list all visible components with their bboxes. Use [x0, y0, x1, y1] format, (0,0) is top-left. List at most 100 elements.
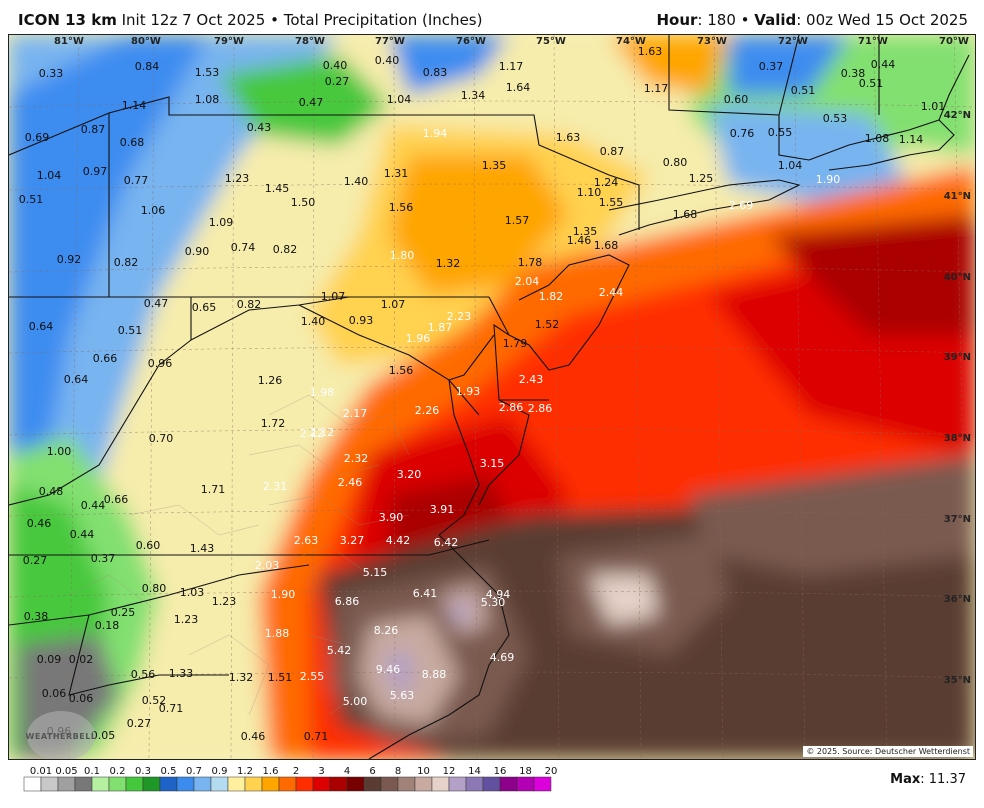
precip-value-label: 0.71	[159, 702, 184, 715]
precip-value-label: 1.35	[482, 159, 507, 172]
precip-value-label: 0.96	[148, 357, 173, 370]
precip-value-label: 1.40	[344, 175, 369, 188]
colorbar-swatch	[125, 776, 144, 792]
colorbar-tick-label: 14	[468, 766, 481, 777]
precip-value-label: 0.64	[64, 373, 89, 386]
precip-value-label: 1.96	[406, 332, 431, 345]
precip-value-label: 1.04	[778, 159, 803, 172]
colorbar-swatch	[533, 776, 552, 792]
colorbar-tick-label: 6	[369, 766, 375, 777]
precip-value-label: 0.27	[23, 554, 48, 567]
precip-value-label: 0.33	[39, 67, 64, 80]
map-canvas: 81°W 80°W 79°W 78°W 77°W 76°W 75°W 74°W 73°W 72°W…	[9, 35, 975, 759]
precip-value-label: 0.93	[349, 314, 374, 327]
precip-colorbar: 0.01 0.05 0.1 0.2 0.3 0.5 0.7 0.9 1.2 1.6 2 3 4 6 8 10 1…	[23, 766, 558, 792]
colorbar-swatch	[346, 776, 365, 792]
max-value: : 11.37	[920, 772, 966, 787]
colorbar-swatch	[499, 776, 518, 792]
precip-value-label: 1.07	[321, 290, 346, 303]
precip-value-label: 3.90	[379, 511, 404, 524]
latitude-label: 42°N	[944, 110, 971, 121]
colorbar-swatches	[23, 776, 552, 792]
precip-value-label: 0.60	[136, 539, 161, 552]
colorbar-swatch	[380, 776, 399, 792]
precip-value-label: 0.40	[375, 54, 400, 67]
colorbar-swatch	[516, 776, 535, 792]
precip-value-label: 6.42	[434, 536, 459, 549]
precip-value-label: 0.56	[131, 668, 156, 681]
colorbar-swatch	[329, 776, 348, 792]
colorbar-tick-label: 20	[545, 766, 558, 777]
precipitation-map[interactable]: 81°W 80°W 79°W 78°W 77°W 76°W 75°W 74°W 73°W 72°W…	[8, 34, 976, 760]
title-bullet: •	[270, 11, 279, 29]
colorbar-tick-label: 0.01	[30, 766, 52, 777]
precip-value-label: 1.56	[389, 201, 414, 214]
precip-value-label: 1.32	[436, 257, 461, 270]
precip-value-label: 1.06	[141, 204, 166, 217]
colorbar-tick-label: 0.2	[110, 766, 126, 777]
precip-value-label: 0.37	[91, 552, 116, 565]
colorbar-swatch	[244, 776, 263, 792]
precip-value-label: 2.04	[515, 275, 540, 288]
precip-value-label: 1.53	[195, 66, 220, 79]
precip-value-label: 2.63	[294, 534, 319, 547]
precip-value-label: 2.69	[729, 199, 754, 212]
precip-value-label: 0.38	[841, 67, 866, 80]
longitude-label: 80°W	[131, 36, 161, 47]
longitude-label: 75°W	[536, 36, 566, 47]
colorbar-swatch	[23, 776, 42, 792]
precip-value-label: 2.12	[300, 427, 325, 440]
colorbar-swatch	[312, 776, 331, 792]
precip-value-label: 1.63	[556, 131, 581, 144]
precip-value-label: 1.98	[310, 386, 335, 399]
precip-value-label: 2.03	[255, 559, 280, 572]
precip-value-label: 0.06	[69, 692, 94, 705]
colorbar-swatch	[159, 776, 178, 792]
precip-value-label: 1.64	[506, 81, 531, 94]
precip-value-label: 0.60	[724, 93, 749, 106]
precip-value-label: 0.65	[192, 301, 217, 314]
colorbar-swatch	[193, 776, 212, 792]
hour-value: : 180	[697, 11, 736, 29]
precip-value-label: 3.91	[430, 503, 455, 516]
precip-value-label: 1.82	[539, 290, 564, 303]
precip-value-label: 2.31	[263, 480, 288, 493]
precip-value-label: 4.94	[486, 588, 511, 601]
precip-value-label: 0.69	[25, 131, 50, 144]
precip-value-label: 1.51	[268, 671, 293, 684]
longitude-label: 74°W	[616, 36, 646, 47]
precip-value-labels: 0.33 0.84 1.53 0.40 0.40 0.83 1.17 1.63 0.37 0.38…	[9, 35, 945, 743]
precip-value-label: 5.63	[390, 689, 415, 702]
precip-value-label: 0.51	[19, 193, 44, 206]
colorbar-tick-label: 2	[293, 766, 299, 777]
longitude-label: 76°W	[456, 36, 486, 47]
precip-value-label: 0.68	[120, 136, 145, 149]
precip-value-label: 1.79	[503, 337, 528, 350]
boundaries	[9, 35, 970, 759]
precip-value-label: 0.90	[185, 245, 210, 258]
precip-value-label: 3.20	[397, 468, 422, 481]
precip-value-label: 1.80	[390, 249, 415, 262]
colorbar-tick-label: 4	[344, 766, 350, 777]
precip-value-label: 0.87	[81, 123, 106, 136]
precip-value-label: 0.76	[730, 127, 755, 140]
colorbar-swatch	[57, 776, 76, 792]
precip-value-label: 2.86	[499, 401, 524, 414]
precip-value-label: 0.09	[37, 653, 62, 666]
precip-value-label: 2.44	[9, 35, 21, 38]
precip-value-label: 3.15	[480, 457, 505, 470]
precip-value-label: 0.02	[69, 653, 94, 666]
precip-value-label: 0.64	[29, 320, 54, 333]
precip-value-label: 1.01	[921, 100, 946, 113]
precip-value-label: 5.42	[327, 644, 352, 657]
precip-value-label: 0.40	[323, 59, 348, 72]
precip-value-label: 1.23	[225, 172, 250, 185]
precip-value-label: 2.46	[338, 476, 363, 489]
precip-value-label: 1.52	[535, 318, 560, 331]
precip-value-label: 1.56	[389, 364, 414, 377]
precip-value-label: 1.17	[644, 82, 669, 95]
precip-value-label: 1.88	[265, 627, 290, 640]
colorbar-tick-label: 1.2	[237, 766, 253, 777]
precip-value-label: 0.46	[241, 730, 266, 743]
precip-value-label: 0.48	[39, 485, 64, 498]
